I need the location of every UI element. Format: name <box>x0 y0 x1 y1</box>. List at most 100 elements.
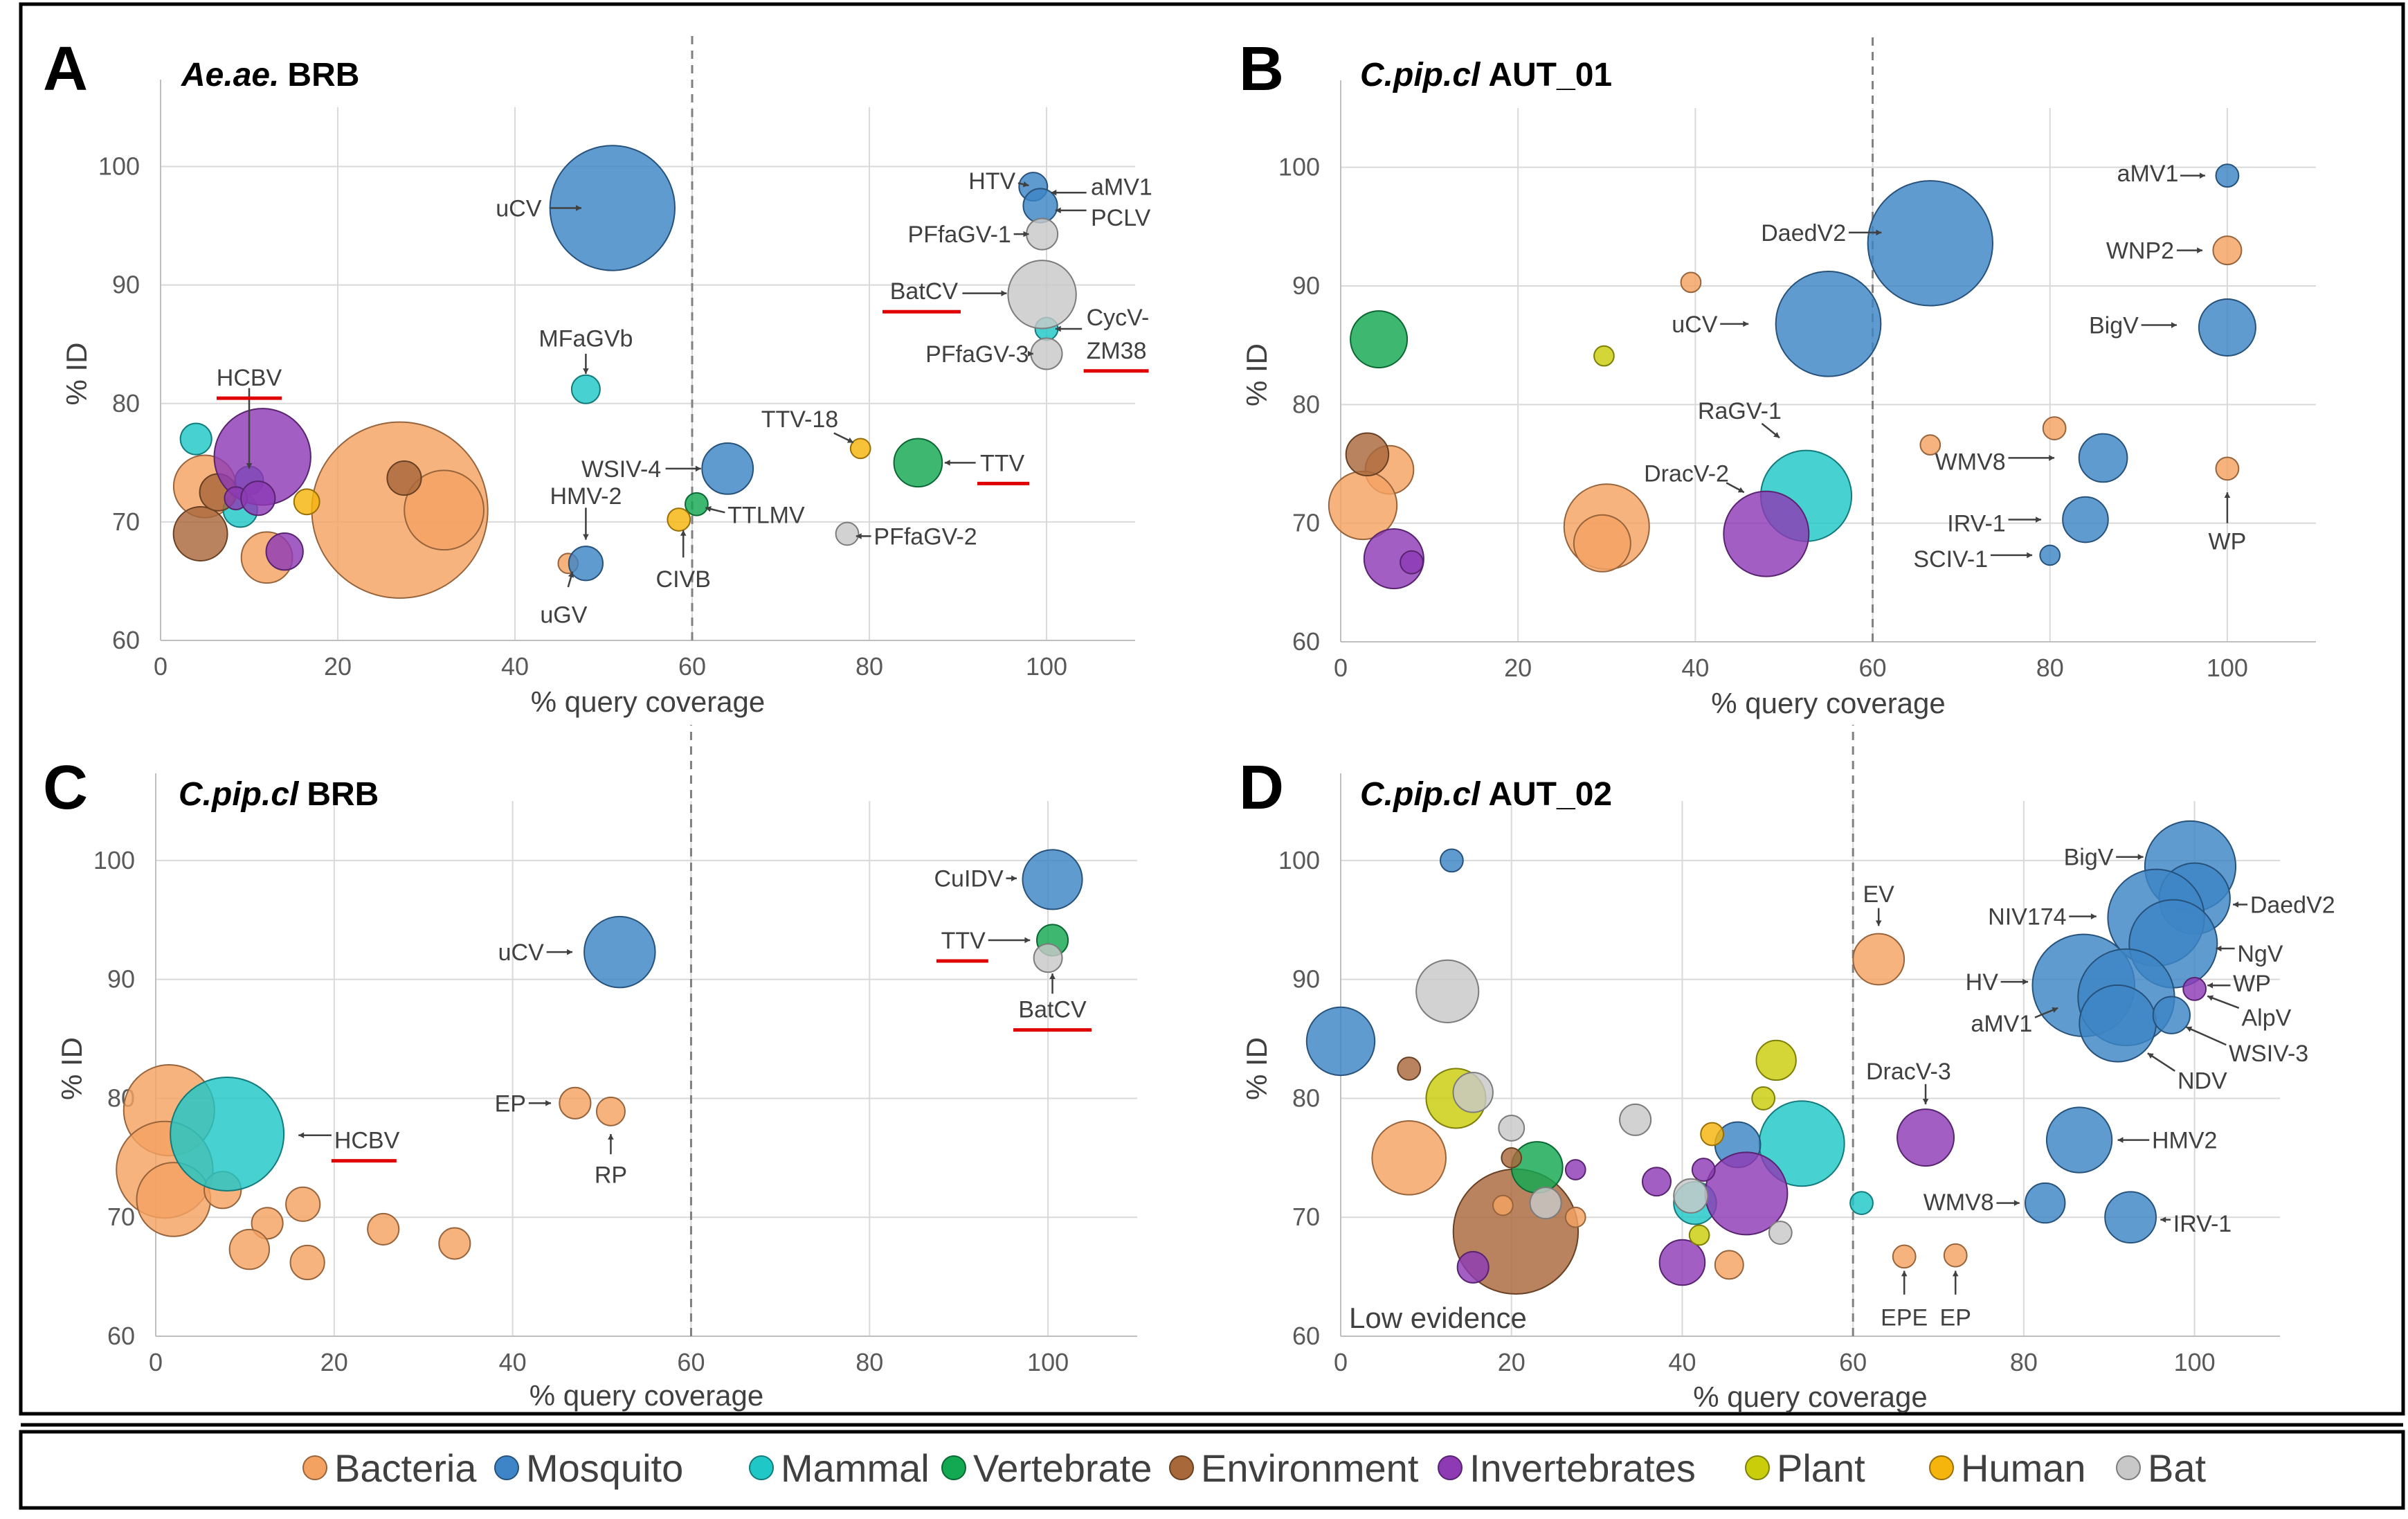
label-arrowhead <box>2052 1007 2058 1013</box>
x-tick-label: 0 <box>1334 1348 1348 1376</box>
label-arrowhead <box>2013 1200 2020 1206</box>
y-tick-label: 100 <box>98 152 140 181</box>
x-axis-title: % query coverage <box>1693 1381 1928 1413</box>
virus-label: RaGV-1 <box>1698 398 1782 424</box>
virus-label: TTV <box>941 928 986 954</box>
x-tick-label: 80 <box>856 1348 883 1376</box>
label-arrowhead <box>1773 431 1780 438</box>
data-point-plant <box>1755 1039 1797 1081</box>
virus-label: WMV8 <box>1923 1189 1994 1216</box>
virus-label: WNP2 <box>2106 238 2174 264</box>
label-arrowhead <box>1022 181 1029 188</box>
data-point-invertebrates <box>1456 1250 1490 1284</box>
label-arrowhead <box>1952 1270 1959 1277</box>
data-point-mosquito <box>2025 1182 2066 1224</box>
virus-label: PFfaGV-1 <box>908 222 1011 248</box>
label-arrowhead <box>680 530 687 536</box>
legend-label: Plant <box>1777 1446 1865 1490</box>
data-point-bacteria <box>251 1207 284 1240</box>
virus-label: HCBV <box>217 365 282 391</box>
virus-label: EV <box>1863 881 1895 908</box>
virus-label: TTV <box>980 450 1025 476</box>
virus-label: uCV <box>1672 312 1717 338</box>
label-arrowhead <box>2160 1216 2166 1223</box>
data-point-mosquito <box>2104 1191 2157 1244</box>
data-point-mosquito <box>701 442 754 495</box>
data-point-mosquito <box>2215 163 2240 188</box>
panel-title: C.pip.cl AUT_02 <box>1360 776 1612 813</box>
virus-label: MFaGVb <box>538 326 633 352</box>
legend-label: Vertebrate <box>973 1446 1152 1490</box>
label-arrowhead <box>1055 325 1061 332</box>
y-tick-label: 90 <box>1292 271 1320 300</box>
data-point-bacteria <box>1564 1206 1586 1228</box>
data-point-mosquito <box>583 915 656 989</box>
label-arrowhead <box>2207 995 2214 1001</box>
virus-label: DaedV2 <box>1761 220 1846 246</box>
virus-label: NgV <box>2237 941 2283 967</box>
label-arrowhead <box>2117 1137 2124 1143</box>
data-point-bacteria <box>404 469 485 551</box>
data-point-human <box>293 488 320 516</box>
y-tick-label: 70 <box>1292 1203 1320 1231</box>
data-point-mosquito <box>1439 848 1464 873</box>
x-tick-label: 40 <box>501 652 529 681</box>
x-tick-label: 60 <box>678 652 706 681</box>
x-tick-label: 60 <box>1839 1348 1867 1376</box>
data-point-bat <box>1452 1072 1494 1113</box>
legend-frame <box>19 1430 2405 1510</box>
data-point-vertebrate <box>685 492 709 516</box>
data-point-mosquito <box>1867 180 1994 307</box>
x-tick-label: 60 <box>1859 654 1887 682</box>
label-arrowhead <box>1901 1270 1908 1277</box>
label-arrow <box>2185 1026 2227 1046</box>
data-point-mosquito <box>2078 433 2128 483</box>
legend-label: Bat <box>2148 1446 2206 1490</box>
y-axis-title: % ID <box>1240 1037 1273 1100</box>
virus-label: EP <box>1940 1305 1971 1331</box>
data-point-environment <box>386 460 422 496</box>
panel-a: 60 70 80 90 100 0 20 40 60 80 100 % query coverage%… <box>43 31 1152 718</box>
label-arrowhead <box>1011 875 1017 881</box>
data-point-mosquito <box>1775 270 1882 377</box>
data-point-vertebrate <box>893 438 943 488</box>
data-point-bat <box>1030 337 1063 370</box>
legend-label: Mosquito <box>526 1446 683 1490</box>
label-arrow <box>2207 995 2240 1009</box>
virus-label: aMV1 <box>1971 1011 2032 1037</box>
legend-marker-human <box>1929 1455 1954 1480</box>
data-point-bat <box>1415 959 1480 1023</box>
label-arrowhead <box>2036 516 2041 523</box>
data-point-mammal <box>170 1076 285 1192</box>
x-axis-title: % query coverage <box>1711 687 1946 719</box>
data-point-bat <box>1673 1178 1709 1214</box>
data-point-bacteria <box>595 1096 626 1126</box>
x-tick-label: 20 <box>1504 654 1532 682</box>
data-point-bat <box>1033 943 1063 973</box>
data-point-bat <box>835 521 860 546</box>
data-point-bacteria <box>285 1186 321 1222</box>
label-arrowhead <box>1743 321 1749 327</box>
virus-label: DaedV2 <box>2250 892 2335 918</box>
panel-title-species: C.pip.cl <box>1360 776 1481 813</box>
label-arrowhead <box>2216 945 2222 952</box>
virus-label: PFfaGV-3 <box>925 341 1029 368</box>
label-arrowhead <box>567 949 573 955</box>
data-point-mosquito <box>2062 496 2109 543</box>
data-point-human <box>667 507 691 532</box>
data-point-bacteria <box>1680 271 1702 294</box>
label-arrowhead <box>847 437 853 443</box>
data-point-bacteria <box>367 1212 400 1246</box>
y-tick-label: 80 <box>1292 1084 1320 1112</box>
panel-title: C.pip.cl BRB <box>179 776 379 813</box>
label-arrowhead <box>1027 350 1033 357</box>
data-point-invertebrates <box>1564 1159 1586 1180</box>
x-tick-label: 80 <box>2010 1348 2038 1376</box>
label-arrowhead <box>2171 322 2177 328</box>
data-point-mammal <box>1849 1191 1874 1216</box>
virus-label: uGV <box>540 602 587 628</box>
data-point-plant <box>1751 1086 1776 1111</box>
legend-label: Invertebrates <box>1469 1446 1696 1490</box>
data-point-bat <box>1619 1103 1652 1136</box>
virus-label: SCIV-1 <box>1913 546 1988 573</box>
